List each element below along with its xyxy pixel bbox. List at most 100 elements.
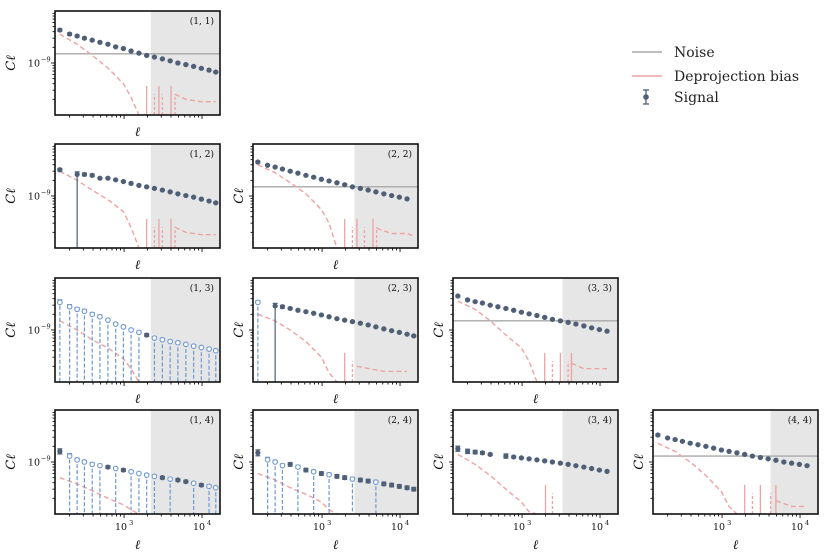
signal-point bbox=[789, 460, 795, 466]
signal-point bbox=[742, 451, 748, 458]
signal-point bbox=[534, 312, 540, 319]
signal-point bbox=[526, 456, 532, 462]
signal-point bbox=[128, 180, 134, 186]
y-tick-label: 10 bbox=[28, 458, 40, 469]
signal-negative-point bbox=[105, 317, 111, 323]
signal-negative-point bbox=[136, 329, 142, 336]
bias-tail bbox=[174, 93, 216, 103]
panel-label: (3, 4) bbox=[588, 415, 612, 426]
signal-point bbox=[74, 33, 80, 39]
signal-point bbox=[765, 456, 771, 462]
signal-point bbox=[411, 486, 417, 492]
signal-point bbox=[373, 324, 379, 330]
signal-point bbox=[404, 196, 410, 202]
signal-point bbox=[183, 62, 189, 68]
signal-negative-point bbox=[136, 470, 142, 477]
excluded-region bbox=[354, 410, 418, 514]
signal-point bbox=[672, 436, 678, 443]
signal-point bbox=[120, 178, 126, 185]
plot-area bbox=[56, 278, 220, 382]
x-axis-label: ℓ bbox=[533, 538, 539, 553]
legend-label: Deprojection bias bbox=[674, 69, 799, 85]
x-tick-exponent: 4 bbox=[605, 519, 609, 527]
signal-negative-point bbox=[89, 461, 96, 468]
signal-point bbox=[589, 465, 595, 472]
bias-curve bbox=[59, 170, 140, 248]
signal-point bbox=[326, 178, 332, 184]
signal-point bbox=[342, 317, 348, 323]
signal-point bbox=[206, 198, 212, 204]
signal-point bbox=[573, 463, 579, 469]
y-tick-exponent: −9 bbox=[41, 455, 51, 463]
signal-point bbox=[311, 310, 317, 316]
signal-point bbox=[534, 457, 540, 463]
signal-point bbox=[511, 454, 517, 460]
signal-point bbox=[105, 464, 111, 470]
signal-point bbox=[213, 69, 219, 75]
y-tick-exponent: −9 bbox=[41, 189, 51, 197]
signal-point bbox=[487, 302, 493, 308]
y-axis-label: Cℓ bbox=[232, 188, 247, 204]
signal-point bbox=[365, 478, 371, 484]
signal-negative-point bbox=[151, 473, 158, 480]
signal-point bbox=[287, 461, 293, 467]
signal-point bbox=[365, 187, 371, 193]
y-axis-label: Cℓ bbox=[432, 322, 447, 338]
excluded-region bbox=[150, 410, 220, 514]
signal-point bbox=[518, 309, 524, 315]
signal-point bbox=[128, 48, 134, 54]
signal-point bbox=[342, 182, 348, 188]
signal-point bbox=[334, 473, 340, 479]
x-axis-label: ℓ bbox=[135, 125, 141, 140]
signal-point bbox=[198, 65, 204, 71]
signal-point bbox=[279, 304, 286, 310]
x-tick-exponent: 3 bbox=[727, 519, 731, 527]
panel-label: (1, 1) bbox=[190, 16, 214, 27]
signal-point bbox=[381, 326, 387, 332]
signal-point bbox=[151, 185, 158, 192]
signal-negative-point bbox=[175, 339, 181, 346]
y-axis-label: Cℓ bbox=[232, 454, 247, 470]
signal-negative-point bbox=[81, 308, 88, 315]
signal-point bbox=[175, 191, 181, 197]
plot-area bbox=[255, 410, 418, 514]
signal-point bbox=[518, 455, 524, 461]
signal-point bbox=[373, 189, 379, 195]
signal-point bbox=[734, 450, 740, 456]
signal-point bbox=[495, 304, 501, 310]
signal-point bbox=[464, 297, 471, 303]
signal-point bbox=[97, 175, 103, 181]
signal-point bbox=[565, 319, 571, 326]
signal-point bbox=[349, 184, 356, 190]
y-tick-label: 10 bbox=[28, 59, 40, 70]
x-tick-exponent: 3 bbox=[527, 519, 531, 527]
signal-point bbox=[105, 41, 111, 47]
bias-curve bbox=[657, 442, 738, 514]
bias-tail bbox=[571, 362, 607, 370]
bias-curve bbox=[59, 33, 140, 115]
signal-negative-point bbox=[112, 465, 119, 472]
plot-area bbox=[653, 410, 818, 514]
signal-point bbox=[655, 432, 661, 438]
signal-point bbox=[334, 180, 340, 186]
signal-point bbox=[664, 435, 671, 441]
signal-negative-point bbox=[74, 456, 80, 463]
y-tick-exponent: −9 bbox=[41, 56, 51, 64]
signal-negative-point bbox=[190, 480, 197, 487]
signal-point bbox=[404, 331, 410, 337]
signal-point bbox=[144, 332, 150, 338]
signal-point bbox=[781, 459, 787, 465]
signal-point bbox=[167, 189, 173, 195]
signal-negative-point bbox=[66, 453, 73, 459]
y-tick-label: 10 bbox=[28, 326, 40, 337]
x-axis-label: ℓ bbox=[333, 392, 339, 407]
x-tick-exponent: 3 bbox=[129, 519, 133, 527]
signal-negative-point bbox=[120, 323, 127, 330]
signal-point bbox=[604, 468, 610, 474]
y-axis-label: Cℓ bbox=[4, 454, 19, 470]
signal-point bbox=[549, 316, 556, 322]
signal-point bbox=[557, 318, 563, 324]
